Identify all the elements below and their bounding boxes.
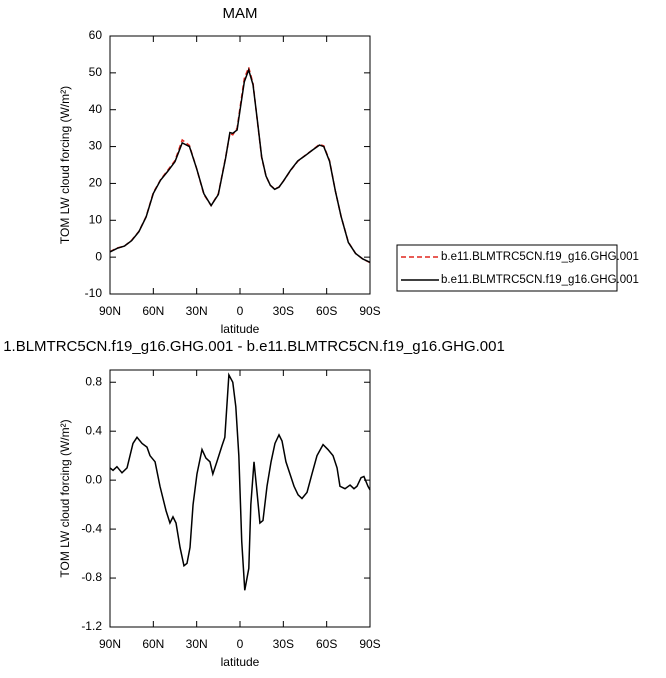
x-tick-label: 90S <box>359 637 380 651</box>
x-tick-label: 60N <box>142 637 164 651</box>
x-tick-label: 30S <box>273 304 294 318</box>
x-tick-label: 30S <box>273 637 294 651</box>
y-tick-label: -10 <box>85 286 103 300</box>
x-tick-label: 30N <box>186 637 208 651</box>
x-axis-label: latitude <box>221 322 260 336</box>
y-tick-label: 30 <box>89 139 103 153</box>
y-tick-label: 0.8 <box>85 374 102 388</box>
y-axis-label: TOM LW cloud forcing (W/m²) <box>58 419 72 577</box>
x-tick-label: 60N <box>142 304 164 318</box>
y-tick-label: 0 <box>95 249 102 263</box>
data-line <box>109 372 371 591</box>
plot-frame <box>109 35 371 295</box>
y-tick-label: 60 <box>89 28 103 42</box>
x-tick-label: 30N <box>186 304 208 318</box>
y-tick-label: 0.0 <box>85 472 102 486</box>
y-tick-label: 0.4 <box>85 423 102 437</box>
plot-frame <box>109 369 371 628</box>
legend-label: b.e11.BLMTRC5CN.f19_g16.GHG.001 <box>441 251 639 263</box>
y-tick-label: -0.8 <box>81 570 102 584</box>
x-tick-label: 0 <box>237 304 244 318</box>
x-tick-label: 0 <box>237 637 244 651</box>
x-tick-label: 90S <box>359 304 380 318</box>
x-tick-label: 60S <box>316 637 337 651</box>
y-tick-label: 40 <box>89 102 103 116</box>
y-axis-label: TOM LW cloud forcing (W/m²) <box>58 86 72 244</box>
y-tick-label: 50 <box>89 65 103 79</box>
legend-label: b.e11.BLMTRC5CN.f19_g16.GHG.001 <box>441 274 639 286</box>
legend-box <box>396 244 618 292</box>
x-tick-label: 90N <box>99 637 121 651</box>
y-tick-label: -1.2 <box>81 619 102 633</box>
x-tick-label: 60S <box>316 304 337 318</box>
y-tick-label: -0.4 <box>81 521 102 535</box>
x-tick-label: 90N <box>99 304 121 318</box>
data-line <box>109 67 371 263</box>
y-tick-label: 20 <box>89 176 103 190</box>
x-axis-label: latitude <box>221 655 260 669</box>
chart-title: MAM <box>223 5 258 22</box>
chart-title: 1.BLMTRC5CN.f19_g16.GHG.001 - b.e11.BLMT… <box>3 338 505 355</box>
y-tick-label: 10 <box>89 212 103 226</box>
